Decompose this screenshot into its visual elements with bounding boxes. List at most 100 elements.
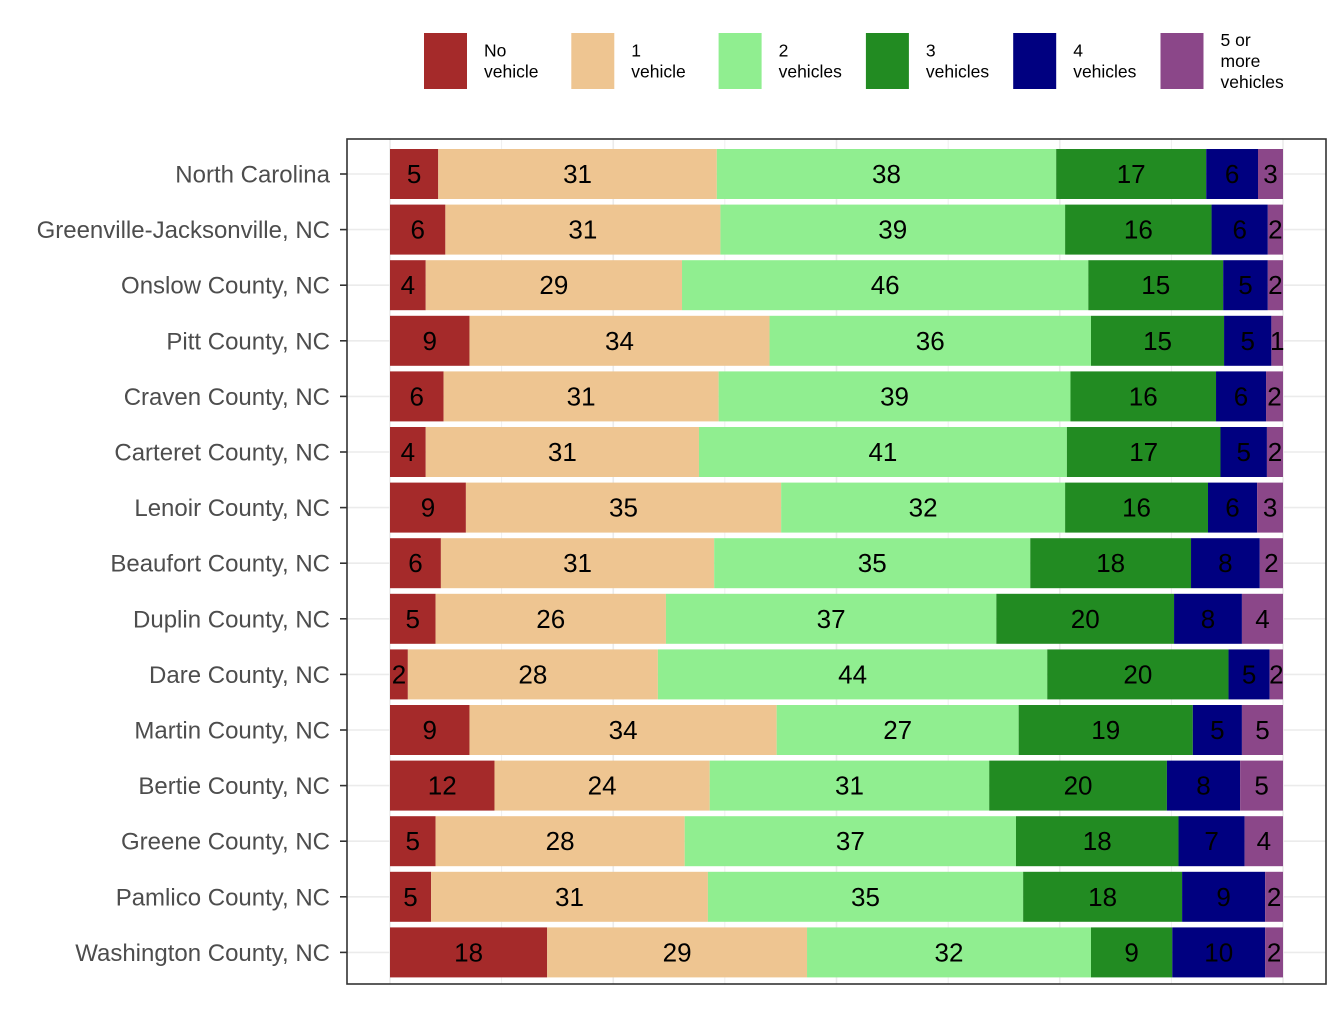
bar-segment xyxy=(390,649,408,700)
bar-segment xyxy=(425,427,699,477)
bar-segment xyxy=(1066,427,1221,477)
bar-row: 18 29 32 9 10 2 xyxy=(390,927,1283,978)
bar-value-label: 2 xyxy=(1264,548,1278,578)
bar-segment xyxy=(1224,315,1272,366)
bar-segment xyxy=(390,482,466,533)
legend-key xyxy=(424,33,467,89)
bar-segment xyxy=(1088,260,1224,311)
bar-row: 12 24 31 20 8 5 xyxy=(390,760,1283,811)
bar-value-label: 35 xyxy=(851,882,880,912)
bar-value-label: 2 xyxy=(1268,437,1282,467)
bar-segment xyxy=(390,538,441,589)
bar-value-label: 16 xyxy=(1124,215,1153,245)
bar-segment xyxy=(682,260,1089,311)
bar-value-label: 2 xyxy=(1267,882,1281,912)
bar-segment xyxy=(469,315,770,366)
bar-segment xyxy=(390,315,470,366)
bar-value-label: 16 xyxy=(1129,381,1158,411)
bar-segment xyxy=(1018,705,1193,755)
bar-segment xyxy=(709,760,990,811)
bar-value-label: 24 xyxy=(588,771,617,801)
bar-value-label: 28 xyxy=(546,826,575,856)
bar-value-label: 6 xyxy=(408,548,422,578)
bar-segment xyxy=(996,593,1175,644)
bar-value-label: 20 xyxy=(1071,604,1100,634)
bar-segment xyxy=(718,371,1071,422)
bar-segment xyxy=(657,649,1048,700)
legend-key xyxy=(865,33,909,89)
bar-segment xyxy=(390,204,446,255)
bar-segment xyxy=(1265,927,1283,978)
bar-value-label: 2 xyxy=(1268,270,1282,300)
y-axis-tick-label: Pamlico County, NC xyxy=(116,884,330,911)
bar-value-label: 12 xyxy=(428,771,457,801)
bar-value-label: 31 xyxy=(835,771,864,801)
bar-segment xyxy=(390,705,470,755)
bar-value-label: 6 xyxy=(410,215,424,245)
bar-segment xyxy=(390,427,426,477)
bar-value-label: 31 xyxy=(563,548,592,578)
bar-value-label: 31 xyxy=(563,159,592,189)
bar-value-label: 9 xyxy=(423,715,437,745)
bar-value-label: 2 xyxy=(1267,381,1281,411)
bar-segment xyxy=(435,593,666,644)
bar-segment xyxy=(1206,149,1258,199)
y-axis-tick-label: Greene County, NC xyxy=(121,829,330,856)
bar-segment xyxy=(494,760,710,811)
y-axis-tick-label: North Carolina xyxy=(175,162,330,189)
bar-value-label: 31 xyxy=(548,437,577,467)
legend-item: 3 vehicles xyxy=(865,33,989,89)
legend-key xyxy=(571,33,615,89)
bar-value-label: 18 xyxy=(1088,882,1117,912)
bar-segment xyxy=(1065,482,1208,533)
bar-segment xyxy=(1091,315,1225,366)
bar-value-label: 9 xyxy=(1216,882,1230,912)
bar-value-label: 5 xyxy=(1255,715,1269,745)
bar-value-label: 34 xyxy=(605,326,634,356)
bar-segment xyxy=(1191,538,1260,589)
bar-segment xyxy=(1056,149,1207,199)
bar-row: 5 31 35 18 9 2 xyxy=(390,871,1283,922)
bar-segment xyxy=(1240,760,1283,811)
bar-segment xyxy=(1267,204,1283,255)
bar-segment xyxy=(390,371,444,422)
bar-value-label: 18 xyxy=(454,937,483,967)
bar-row: 6 31 39 16 6 2 xyxy=(390,204,1283,255)
legend-item: 2 vehicles xyxy=(718,33,842,89)
bar-value-label: 5 xyxy=(1254,771,1268,801)
y-axis-tick-label: Bertie County, NC xyxy=(138,773,330,800)
bar-value-label: 1 xyxy=(1270,326,1284,356)
bar-segment xyxy=(1259,538,1283,589)
bar-segment xyxy=(776,705,1019,755)
bar-value-label: 36 xyxy=(916,326,945,356)
legend-label: 4 vehicles xyxy=(1073,41,1136,82)
bar-value-label: 46 xyxy=(871,270,900,300)
y-axis-tick-label: Dare County, NC xyxy=(149,662,330,689)
bar-segment xyxy=(1223,260,1268,311)
bar-segment xyxy=(390,760,495,811)
bar-value-label: 7 xyxy=(1204,826,1218,856)
y-axis-tick-label: Beaufort County, NC xyxy=(110,551,330,578)
bar-value-label: 16 xyxy=(1122,493,1151,523)
bar-segment xyxy=(435,816,685,867)
bar-segment xyxy=(390,871,432,922)
bar-segment xyxy=(1015,816,1179,867)
bar-row: 4 31 41 17 5 2 xyxy=(390,427,1283,477)
bar-value-label: 37 xyxy=(817,604,846,634)
bar-segment xyxy=(1271,315,1283,366)
legend-label: 1 vehicle xyxy=(631,41,685,82)
legend-item: 1 vehicle xyxy=(571,33,686,89)
bar-segment xyxy=(440,538,715,589)
bar-row: 6 31 35 18 8 2 xyxy=(390,538,1283,589)
bar-segment xyxy=(1174,593,1242,644)
bar-segment xyxy=(807,927,1092,978)
bar-value-label: 34 xyxy=(609,715,638,745)
bar-value-label: 5 xyxy=(406,826,420,856)
bar-value-label: 15 xyxy=(1143,326,1172,356)
bar-segment xyxy=(1030,538,1192,589)
legend-key xyxy=(718,33,762,89)
bar-segment xyxy=(445,204,721,255)
bar-segment xyxy=(431,871,708,922)
bar-value-label: 17 xyxy=(1129,437,1158,467)
legend-label: 5 or more vehicles xyxy=(1221,30,1284,92)
